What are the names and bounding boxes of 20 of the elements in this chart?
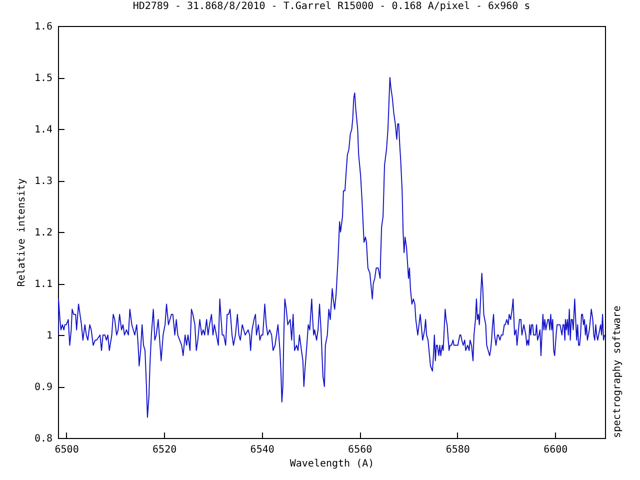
x-tick-label: 6560 <box>348 444 372 456</box>
x-tick-label: 6540 <box>250 444 274 456</box>
y-tick-label: 1.6 <box>34 22 52 32</box>
x-tick-label: 6580 <box>446 444 470 456</box>
chart-title: HD2789 - 31.868/8/2010 - T.Garrel R15000 - 0.168 A/pixel - 6x960 s <box>132 1 530 12</box>
x-tick-label: 6600 <box>544 444 568 456</box>
x-tick-label: 6520 <box>152 444 177 456</box>
y-tick-label: 1 <box>46 330 52 342</box>
y-tick-label: 1.2 <box>34 228 52 238</box>
y-tick-label: 1.1 <box>34 279 52 290</box>
text: spectrography software <box>612 306 623 438</box>
y-tick-label: 1.5 <box>34 73 52 84</box>
y-tick-label: 0.9 <box>34 382 52 393</box>
line-series <box>58 77 605 418</box>
y-axis-title: Relative intensity <box>16 178 28 287</box>
x-tick-label: 6500 <box>54 444 79 456</box>
x-axis-title: Wavelength (A) <box>290 458 374 470</box>
y-tick-label: 0.8 <box>34 434 52 444</box>
y-tick-label: 1.4 <box>34 124 52 136</box>
y-tick-label: 1.3 <box>34 176 52 187</box>
